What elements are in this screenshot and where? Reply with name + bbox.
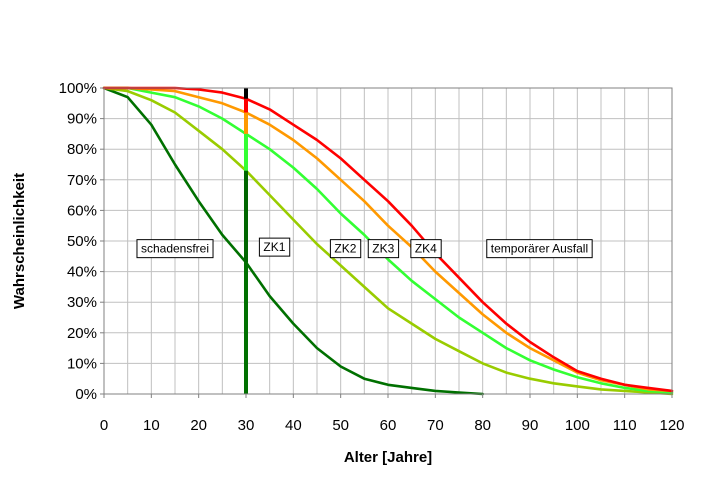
y-tick-label: 90% <box>67 111 97 128</box>
annotation-label: ZK1 <box>263 240 285 254</box>
annotation-box: ZK1 <box>258 237 291 257</box>
series-line-ZK1-grenze <box>102 86 674 396</box>
y-tick-label: 60% <box>67 202 97 219</box>
y-tick-label: 40% <box>67 264 97 281</box>
annotation-box: ZK4 <box>410 239 442 259</box>
x-tick-label: 50 <box>332 417 349 434</box>
x-tick-label: 10 <box>143 417 160 434</box>
annotation-label: ZK4 <box>415 242 437 256</box>
x-tick-label: 20 <box>190 417 207 434</box>
x-tick-label: 80 <box>474 417 491 434</box>
annotation-box-frame <box>329 239 362 259</box>
series-layer <box>102 86 674 396</box>
x-tick-label: 70 <box>427 417 444 434</box>
annotation-box: temporärer Ausfall <box>486 239 593 259</box>
series-line-ZK2-grenze <box>102 86 674 394</box>
annotation-box: schadensfrei <box>136 239 214 259</box>
y-tick-label: 30% <box>67 294 97 311</box>
annotation-box-frame <box>258 237 291 257</box>
y-tick-label: 80% <box>67 141 97 158</box>
annotation-box-frame <box>367 239 400 259</box>
annotation-box-frame <box>410 239 442 259</box>
y-axis-label: Wahrscheinlichkeit <box>11 173 28 309</box>
x-tick-label: 120 <box>659 417 684 434</box>
x-axis-ticks: 0 10 20 30 40 50 60 70 80 90 100 110 120 <box>100 394 685 434</box>
y-tick-label: 10% <box>67 355 97 372</box>
annotation-label: schadensfrei <box>141 242 209 256</box>
y-tick-label: 70% <box>67 172 97 189</box>
annotation-label: temporärer Ausfall <box>491 242 588 256</box>
annotation-box: ZK3 <box>367 239 400 259</box>
annotations: schadensfrei ZK1 ZK2 ZK3 ZK4 temporärer Ausfa… <box>136 237 593 259</box>
x-tick-label: 40 <box>285 417 302 434</box>
x-tick-label: 0 <box>100 417 108 434</box>
x-tick-label: 110 <box>613 417 637 434</box>
y-tick-label: 0% <box>75 386 97 403</box>
annotation-box-frame <box>136 239 214 259</box>
y-axis-ticks: 0% 10% 20% 30% 40% 50% 60% 70% 80% 90% 100% <box>59 80 104 403</box>
y-tick-label: 100% <box>59 80 97 97</box>
annotation-box: ZK2 <box>329 239 362 259</box>
x-tick-label: 90 <box>522 417 539 434</box>
x-tick-label: 30 <box>238 417 255 434</box>
annotation-box-frame <box>486 239 593 259</box>
y-tick-label: 50% <box>67 233 97 250</box>
x-tick-label: 60 <box>380 417 397 434</box>
series-line-ZK3-grenze <box>102 86 674 393</box>
x-tick-label: 100 <box>565 417 590 434</box>
y-tick-label: 20% <box>67 325 97 342</box>
series-line-ZK4-grenze <box>102 86 674 393</box>
series-line-schadensfrei-grenze <box>102 86 485 396</box>
annotation-label: ZK3 <box>372 242 394 256</box>
x-axis-label: Alter [Jahre] <box>344 449 432 466</box>
annotation-label: ZK2 <box>334 242 356 256</box>
